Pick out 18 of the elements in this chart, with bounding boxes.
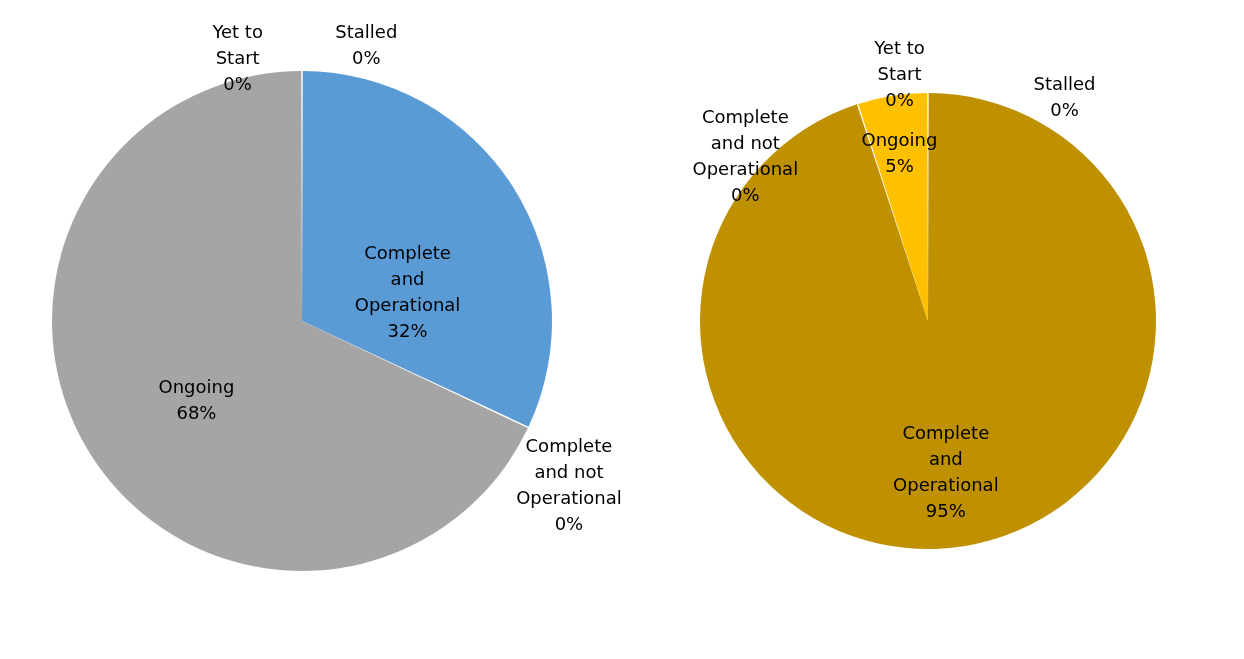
- text: 0%: [885, 89, 914, 111]
- data-label: 5%: [885, 154, 914, 176]
- pie-slice: [302, 71, 552, 427]
- category-label: Stalled: [335, 21, 398, 43]
- category-label: Yet to Start: [874, 37, 925, 85]
- category-label: Stalled: [1033, 72, 1096, 94]
- data-label: 95%: [925, 499, 966, 521]
- category-label: Yet to Start: [212, 21, 263, 69]
- data-label: 68%: [176, 401, 217, 423]
- data-label: 32%: [387, 320, 428, 342]
- category-label: Complete and not Operational: [516, 434, 622, 508]
- slice-label: Complete and Operational: [893, 421, 999, 495]
- text: 0%: [554, 512, 584, 534]
- slice-label: Complete and Operational: [354, 242, 461, 316]
- text: 0%: [223, 73, 252, 95]
- text: 0%: [1050, 98, 1079, 120]
- slice-label: Ongoing: [158, 375, 235, 397]
- text: 0%: [352, 47, 381, 69]
